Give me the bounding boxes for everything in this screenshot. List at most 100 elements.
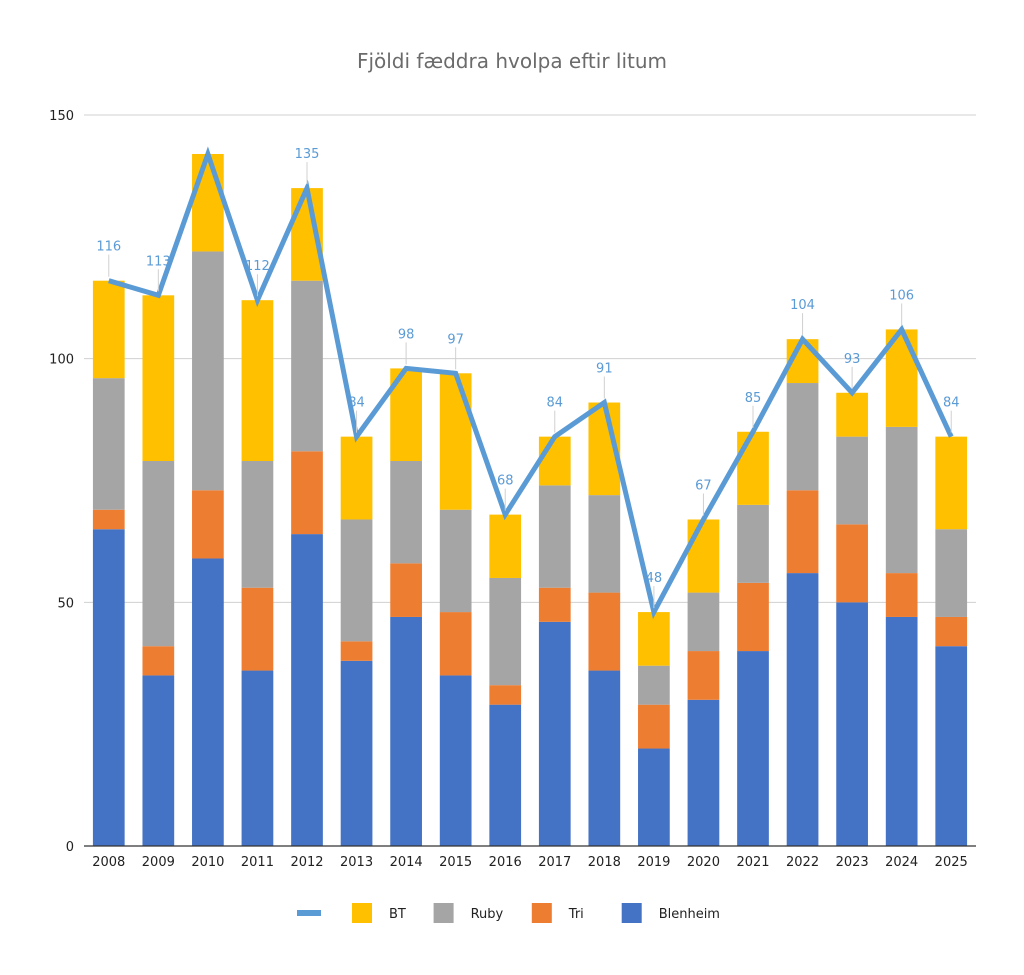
y-tick-label: 100 <box>49 353 74 368</box>
bar-segment-blenheim <box>92 529 125 846</box>
total-line <box>108 146 954 620</box>
bar-segment-blenheim <box>192 558 224 846</box>
x-tick-label: 2013 <box>340 855 373 870</box>
bar-segment-tri <box>439 612 472 676</box>
bars <box>92 153 968 846</box>
x-tick-label: 2017 <box>538 855 571 870</box>
bar-segment-tri <box>588 592 621 671</box>
bar-segment-bt <box>92 280 125 379</box>
bar-segment-bt <box>192 153 224 252</box>
bar-segment-tri <box>786 490 819 574</box>
data-label: 91 <box>596 362 613 377</box>
bar-segment-tri <box>836 524 868 603</box>
data-label: 68 <box>497 474 514 489</box>
bar-segment-ruby <box>538 485 571 588</box>
total-line-path <box>108 146 954 620</box>
bar-segment-bt <box>737 431 769 505</box>
legend-label: BT <box>389 907 406 922</box>
x-tick-label: 2015 <box>439 855 472 870</box>
bar-segment-ruby <box>786 383 819 491</box>
x-tick-label: 2020 <box>687 855 720 870</box>
bar-segment-tri <box>241 587 274 671</box>
axes: 0 50 100 150 2008 2009 2010 2011 2012 2013 2014 201… <box>49 109 976 870</box>
bar-segment-ruby <box>885 426 918 574</box>
bar-segment-tri <box>737 582 769 652</box>
bar-segment-blenheim <box>786 573 819 846</box>
bar-segment-blenheim <box>737 651 769 846</box>
gridlines <box>84 114 976 603</box>
bar-segment-ruby <box>142 461 175 647</box>
legend: BT Ruby Tri Blenheim <box>297 903 720 923</box>
x-tick-label: 2021 <box>736 855 769 870</box>
bar-segment-bt <box>439 373 472 510</box>
bar-segment-ruby <box>439 509 472 613</box>
bar-segment-bt <box>489 514 522 578</box>
bar-segment-ruby <box>836 436 868 525</box>
bar-segment-tri <box>638 704 670 749</box>
data-label: 116 <box>96 240 121 255</box>
bar-segment-tri <box>390 563 422 617</box>
bar-segment-blenheim <box>241 670 274 846</box>
chart-title: Fjöldi fæddra hvolpa eftir litum <box>357 49 667 73</box>
bar-segment-tri <box>192 490 224 559</box>
bar-segment-blenheim <box>687 699 720 846</box>
data-label: 93 <box>844 352 861 367</box>
y-tick-label: 50 <box>57 596 74 611</box>
bar-segment-tri <box>538 587 571 622</box>
bar-segment-blenheim <box>588 670 621 846</box>
bar-segment-tri <box>142 646 175 676</box>
x-tick-label: 2018 <box>588 855 621 870</box>
data-label: 48 <box>646 571 663 586</box>
data-label: 97 <box>447 332 464 347</box>
data-labels: 116 113 112 135 84 98 97 68 84 91 48 67 85 104 93 106 84 <box>96 147 959 609</box>
data-label: 85 <box>745 391 762 406</box>
bar-segment-blenheim <box>439 675 472 846</box>
bar-segment-blenheim <box>142 675 175 846</box>
bar-segment-blenheim <box>935 646 968 846</box>
bar-segment-ruby <box>241 461 274 588</box>
legend-swatch-bt <box>352 903 372 923</box>
bar-segment-tri <box>92 509 125 530</box>
bar-segment-tri <box>935 616 968 647</box>
bar-segment-blenheim <box>390 616 422 846</box>
x-tick-label: 2022 <box>786 855 819 870</box>
x-tick-label: 2023 <box>836 855 869 870</box>
legend-label: Tri <box>568 907 584 922</box>
data-label: 104 <box>790 298 815 313</box>
x-tick-label: 2008 <box>92 855 125 870</box>
legend-line-swatch <box>297 910 321 916</box>
y-tick-label: 0 <box>66 840 74 855</box>
bar-segment-blenheim <box>836 602 868 846</box>
legend-label: Blenheim <box>659 907 720 922</box>
bar-segment-blenheim <box>340 660 373 846</box>
bar-segment-ruby <box>340 519 373 642</box>
bar-segment-bt <box>638 612 670 666</box>
bar-segment-ruby <box>291 280 323 452</box>
bar-segment-bt <box>538 436 571 486</box>
bar-segment-tri <box>687 651 720 700</box>
bar-segment-ruby <box>687 592 720 652</box>
data-label: 106 <box>889 288 914 303</box>
y-tick-label: 150 <box>49 109 74 124</box>
legend-label: Ruby <box>471 907 504 922</box>
bar-segment-ruby <box>935 529 968 617</box>
legend-swatch-tri <box>531 903 552 923</box>
data-label: 67 <box>695 478 712 493</box>
bar-segment-tri <box>885 573 918 617</box>
x-tick-label: 2012 <box>290 855 323 870</box>
bar-segment-ruby <box>737 504 769 583</box>
bar-segment-bt <box>935 436 968 530</box>
data-label: 84 <box>547 396 564 411</box>
x-tick-label: 2024 <box>885 855 918 870</box>
x-tick-label: 2014 <box>390 855 423 870</box>
bar-segment-ruby <box>92 378 125 510</box>
bar-segment-ruby <box>489 577 522 686</box>
data-label: 135 <box>295 147 320 162</box>
bar-segment-ruby <box>192 251 224 491</box>
legend-swatch-ruby <box>433 903 454 923</box>
x-tick-label: 2011 <box>241 855 274 870</box>
data-label: 84 <box>348 396 365 411</box>
bar-segment-blenheim <box>538 621 571 846</box>
